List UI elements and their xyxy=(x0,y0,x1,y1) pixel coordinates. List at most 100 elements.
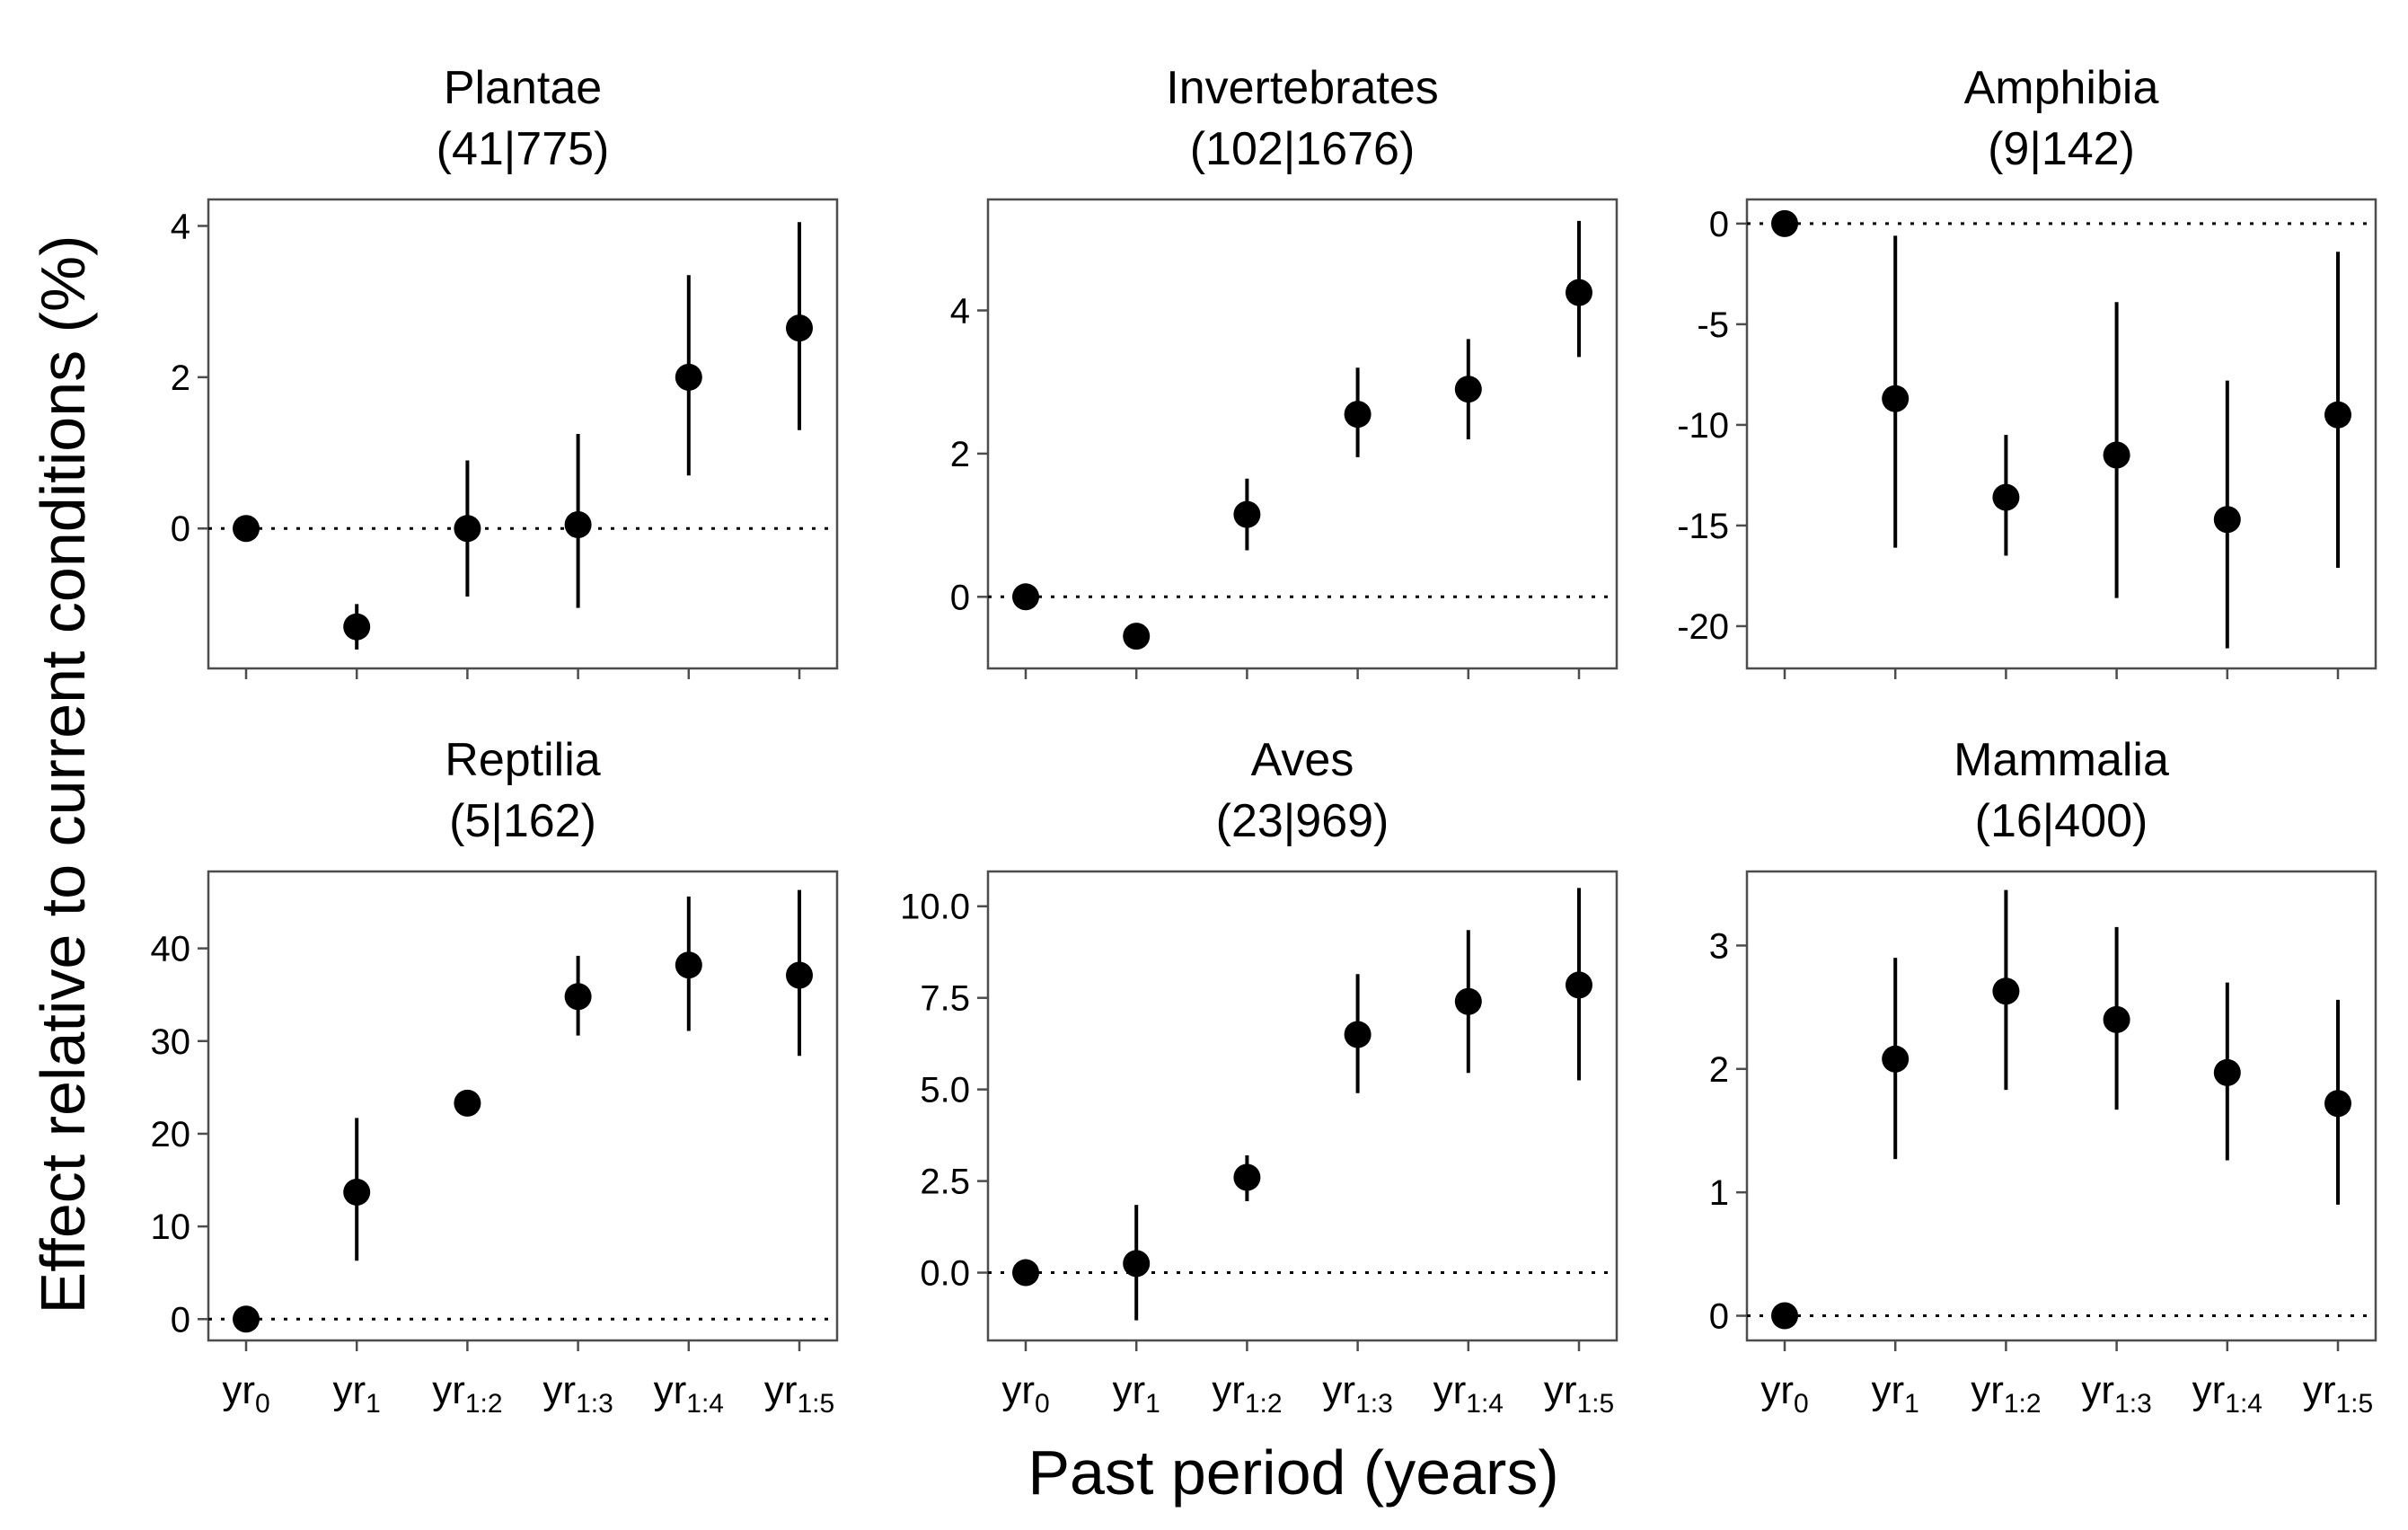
x-tick-label: yr1:5 xyxy=(764,1368,834,1419)
data-point xyxy=(343,1178,371,1206)
panel-subtitle: (23|969) xyxy=(1216,795,1389,847)
data-point xyxy=(454,1089,481,1117)
data-point xyxy=(1454,376,1482,403)
y-tick-label: 2 xyxy=(950,435,970,474)
x-tick-label: yr1:3 xyxy=(2081,1368,2151,1419)
x-tick-label: yr1:3 xyxy=(1322,1368,1392,1419)
data-point xyxy=(1454,987,1482,1015)
data-point xyxy=(1882,385,1910,412)
y-tick-label: 0 xyxy=(1709,1297,1729,1337)
data-point xyxy=(786,314,813,342)
panel-frame xyxy=(1745,198,2377,670)
x-tick-label: yr1:3 xyxy=(542,1368,613,1419)
data-point xyxy=(1123,623,1151,650)
y-axis-title: Effect relative to current conditions (%… xyxy=(28,235,98,1314)
x-tick-label: yr0 xyxy=(1760,1368,1808,1419)
y-tick-label: -10 xyxy=(1677,406,1729,446)
y-tick-label: 2 xyxy=(1709,1050,1729,1090)
x-tick-label: yr1:4 xyxy=(654,1368,724,1419)
y-tick-label: 0 xyxy=(950,578,970,617)
panel-title: Reptilia xyxy=(445,734,600,786)
y-tick-label: 10 xyxy=(151,1207,191,1247)
data-point xyxy=(1233,500,1261,528)
data-point xyxy=(2324,1090,2351,1118)
x-tick-label: yr1:2 xyxy=(1971,1368,2041,1419)
y-tick-label: 0 xyxy=(171,509,190,549)
panel-invertebrates: Invertebrates (102|1676) 0 2 4 xyxy=(950,62,1619,679)
panel-title: Invertebrates xyxy=(1166,62,1439,114)
x-tick-label: yr0 xyxy=(1001,1368,1049,1419)
x-tick-label: yr0 xyxy=(222,1368,269,1419)
panel-title: Mammalia xyxy=(1954,734,2169,786)
data-point xyxy=(1344,401,1372,429)
data-point xyxy=(564,983,592,1011)
data-point xyxy=(2213,1058,2241,1086)
panel-amphibia: Amphibia (9|142) 0 -5 -10 -15 -20 xyxy=(1677,62,2377,679)
y-tick-label: 20 xyxy=(151,1115,191,1154)
data-point xyxy=(1771,1302,1798,1330)
panel-frame xyxy=(986,870,1619,1342)
x-tick-label: yr1:4 xyxy=(1433,1368,1504,1419)
y-tick-label: 0 xyxy=(1709,205,1729,244)
data-point xyxy=(564,511,592,539)
data-point xyxy=(1992,977,2020,1005)
panels: Plantae (41|775) 0 2 4 Invertebrates (102|1676… xyxy=(151,62,2377,1419)
data-point xyxy=(1012,583,1039,611)
data-point xyxy=(786,961,813,989)
y-tick-label: 0 xyxy=(171,1300,190,1340)
x-tick-label: yr1 xyxy=(1113,1368,1160,1419)
panel-title: Plantae xyxy=(444,62,602,114)
data-point xyxy=(675,951,702,979)
panel-reptilia: Reptilia (5|162) 0 10 20 30 40 yr0 yr1 yr1:2 yr1:3… xyxy=(151,734,839,1419)
data-point xyxy=(233,1305,260,1333)
panel-subtitle: (41|775) xyxy=(437,123,610,175)
x-tick-label: yr1:2 xyxy=(432,1368,502,1419)
panel-title: Aves xyxy=(1251,734,1354,786)
y-tick-label: 40 xyxy=(151,930,191,969)
y-tick-label: -20 xyxy=(1677,607,1729,647)
data-point xyxy=(1771,209,1798,237)
panel-frame xyxy=(207,870,839,1342)
y-tick-label: 7.5 xyxy=(920,979,970,1019)
x-tick-label: yr1 xyxy=(1872,1368,1919,1419)
panel-subtitle: (16|400) xyxy=(1975,795,2148,847)
data-point xyxy=(675,363,702,391)
data-point xyxy=(2103,1005,2130,1033)
data-point xyxy=(1012,1259,1039,1287)
panel-frame xyxy=(986,198,1619,670)
data-point xyxy=(1566,279,1592,306)
panel-plantae: Plantae (41|775) 0 2 4 xyxy=(171,62,839,679)
y-tick-label: 4 xyxy=(950,292,970,332)
y-tick-label: 4 xyxy=(171,207,190,246)
panel-frame xyxy=(1745,870,2377,1342)
y-tick-label: -15 xyxy=(1677,507,1729,546)
panel-aves: Aves (23|969) 0.0 2.5 5.0 7.5 10.0 yr0 yr1 yr1:2 y… xyxy=(900,734,1619,1419)
x-tick-label: yr1:2 xyxy=(1212,1368,1282,1419)
x-tick-label: yr1:4 xyxy=(2192,1368,2262,1419)
y-tick-label: 5.0 xyxy=(920,1071,970,1110)
panel-subtitle: (5|162) xyxy=(449,795,596,847)
data-point xyxy=(1233,1163,1261,1191)
data-point xyxy=(1992,483,2020,511)
y-tick-label: 0.0 xyxy=(920,1254,970,1294)
panel-subtitle: (9|142) xyxy=(1988,123,2135,175)
y-tick-label: 1 xyxy=(1709,1173,1729,1213)
panel-title: Amphibia xyxy=(1964,62,2159,114)
data-point xyxy=(233,515,260,543)
y-tick-label: 30 xyxy=(151,1022,191,1062)
x-axis-title: Past period (years) xyxy=(1028,1437,1558,1508)
data-point xyxy=(1123,1250,1151,1278)
panel-subtitle: (102|1676) xyxy=(1190,123,1416,175)
y-tick-label: 10.0 xyxy=(900,888,970,927)
y-tick-label: 2 xyxy=(171,358,190,398)
data-point xyxy=(2324,401,2351,429)
data-point xyxy=(1882,1045,1910,1073)
y-tick-label: 3 xyxy=(1709,926,1729,966)
panel-frame xyxy=(207,198,839,670)
data-point xyxy=(454,515,481,543)
data-point xyxy=(343,613,371,641)
x-tick-label: yr1:5 xyxy=(1544,1368,1614,1419)
y-tick-label: 2.5 xyxy=(920,1163,970,1202)
x-tick-label: yr1 xyxy=(333,1368,381,1419)
